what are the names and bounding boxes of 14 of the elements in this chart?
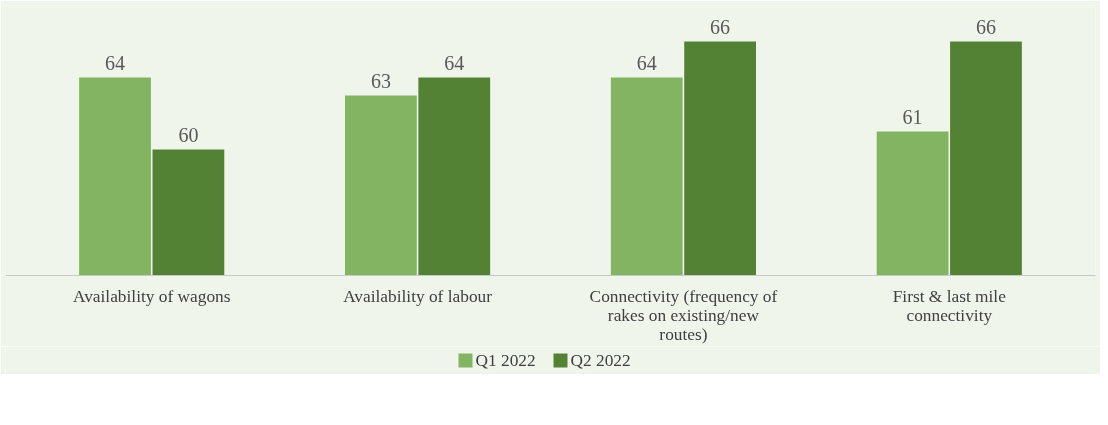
x-tick-label: Connectivity (frequency of rakes on existing/new routes) bbox=[589, 286, 778, 344]
data-label: 64 bbox=[636, 51, 657, 74]
data-label: 66 bbox=[710, 15, 731, 38]
data-label: 64 bbox=[105, 51, 126, 74]
legend-label: Q2 2022 bbox=[570, 351, 631, 370]
x-tick-label: Availability of labour bbox=[343, 286, 493, 306]
legend-label: Q1 2022 bbox=[475, 351, 536, 370]
x-tick-label: Availability of wagons bbox=[72, 286, 231, 306]
data-label: 64 bbox=[444, 51, 465, 74]
data-label: 66 bbox=[975, 15, 996, 38]
x-tick-label: First & last mile connectivity bbox=[892, 286, 1007, 325]
data-label: 61 bbox=[902, 105, 923, 128]
data-label: 63 bbox=[370, 69, 391, 92]
data-label: 60 bbox=[178, 123, 199, 146]
